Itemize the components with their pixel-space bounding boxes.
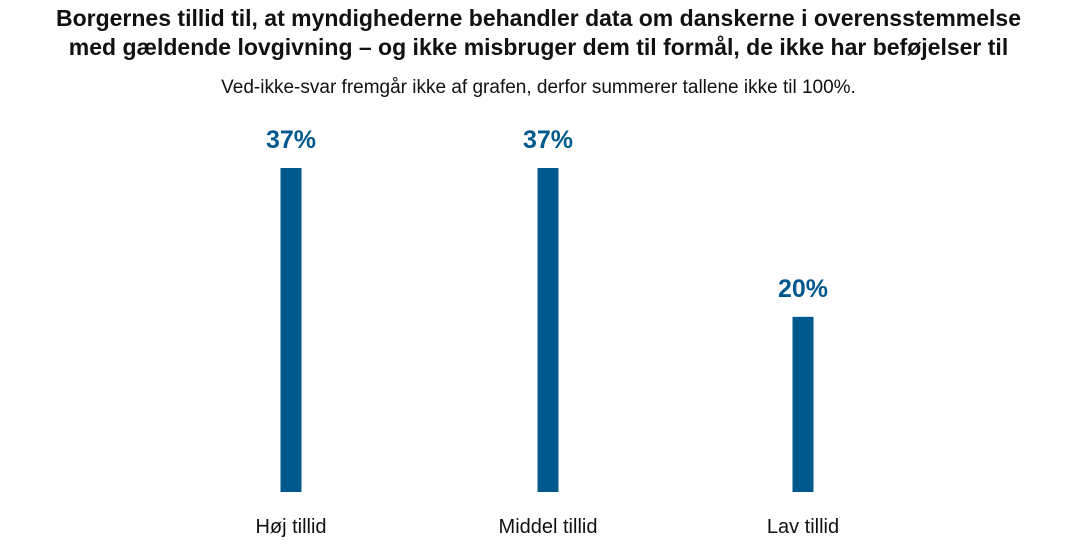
chart-title-line-2: med gældende lovgivning – og ikke misbru… <box>68 34 1009 60</box>
bar-value-label-0: 37% <box>266 126 316 154</box>
bar-value-label-1: 37% <box>523 126 573 154</box>
chart-subtitle: Ved-ikke-svar fremgår ikke af grafen, de… <box>221 77 856 98</box>
bar-0 <box>280 168 302 492</box>
category-label-1: Middel tillid <box>499 516 598 538</box>
category-label-0: Høj tillid <box>255 516 326 538</box>
category-label-2: Lav tillid <box>767 516 839 538</box>
bar-2 <box>792 316 814 492</box>
chart-title-line-1: Borgernes tillid til, at myndighederne b… <box>55 5 1021 31</box>
chart-title: Borgernes tillid til, at myndighederne b… <box>0 4 1077 62</box>
bar-value-label-2: 20% <box>778 275 828 303</box>
bar-1 <box>537 168 559 492</box>
